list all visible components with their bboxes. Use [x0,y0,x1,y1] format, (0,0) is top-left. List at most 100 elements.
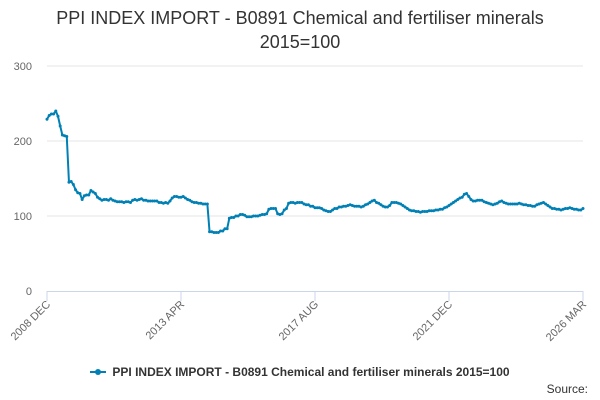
data-point[interactable] [208,230,212,234]
data-point[interactable] [197,201,201,205]
data-point[interactable] [58,124,62,128]
data-point[interactable] [440,207,444,211]
data-point[interactable] [326,210,330,213]
data-point[interactable] [89,189,93,192]
data-point[interactable] [410,209,414,213]
data-point[interactable] [47,114,51,117]
data-point[interactable] [251,214,255,218]
data-point[interactable] [320,207,324,210]
data-point[interactable] [480,198,484,202]
data-point[interactable] [581,207,585,210]
data-point[interactable] [355,204,359,208]
data-point[interactable] [577,208,581,212]
data-point[interactable] [478,198,482,202]
data-point[interactable] [353,204,357,208]
data-point[interactable] [399,202,403,206]
data-point[interactable] [69,180,73,183]
data-point[interactable] [85,193,89,197]
data-point[interactable] [91,190,95,194]
data-point[interactable] [282,208,286,212]
data-point[interactable] [236,214,240,218]
data-point[interactable] [148,199,152,203]
data-point[interactable] [445,205,449,209]
data-point[interactable] [181,195,185,198]
data-point[interactable] [309,204,313,208]
data-point[interactable] [245,215,249,219]
data-point[interactable] [295,201,299,204]
data-point[interactable] [115,200,119,204]
data-point[interactable] [232,216,236,219]
data-point[interactable] [429,209,433,213]
data-point[interactable] [150,199,154,203]
data-point[interactable] [234,214,238,218]
data-point[interactable] [289,201,293,204]
data-point[interactable] [71,183,75,186]
data-point[interactable] [451,201,455,204]
data-point[interactable] [335,207,339,210]
data-point[interactable] [247,215,251,219]
data-point[interactable] [271,207,275,210]
data-point[interactable] [311,204,315,208]
data-point[interactable] [392,201,396,204]
data-point[interactable] [447,204,451,207]
data-point[interactable] [78,192,82,195]
data-point[interactable] [530,204,534,208]
data-point[interactable] [142,198,146,202]
data-point[interactable] [128,201,132,204]
data-point[interactable] [96,195,100,199]
data-point[interactable] [460,195,464,199]
data-point[interactable] [80,198,84,201]
data-point[interactable] [544,202,548,206]
data-point[interactable] [192,201,196,204]
data-point[interactable] [65,135,69,138]
data-point[interactable] [533,204,537,208]
data-point[interactable] [260,213,264,216]
data-point[interactable] [456,198,460,201]
data-point[interactable] [205,202,209,206]
data-point[interactable] [541,201,545,204]
data-point[interactable] [109,197,113,201]
data-point[interactable] [230,216,234,219]
data-point[interactable] [157,201,161,204]
data-point[interactable] [212,231,216,234]
data-point[interactable] [225,227,229,231]
data-point[interactable] [155,199,159,203]
data-point[interactable] [166,201,170,205]
data-point[interactable] [495,201,499,205]
data-point[interactable] [414,210,418,213]
data-point[interactable] [201,202,205,206]
data-point[interactable] [546,204,550,207]
data-point[interactable] [221,229,225,233]
data-point[interactable] [385,205,389,209]
data-point[interactable] [93,192,97,195]
data-point[interactable] [427,209,431,213]
legend[interactable]: PPI INDEX IMPORT - B0891 Chemical and fe… [0,364,600,379]
data-point[interactable] [372,198,376,202]
data-point[interactable] [368,201,372,204]
data-point[interactable] [454,199,458,203]
data-point[interactable] [465,192,469,195]
data-point[interactable] [331,208,335,212]
data-point[interactable] [434,208,438,212]
data-point[interactable] [304,203,308,207]
data-point[interactable] [342,204,346,208]
data-point[interactable] [107,198,111,202]
data-point[interactable] [56,114,60,118]
data-point[interactable] [254,214,258,218]
data-point[interactable] [117,200,121,204]
data-point[interactable] [572,207,576,211]
data-point[interactable] [401,204,405,207]
data-point[interactable] [98,197,102,201]
data-point[interactable] [467,195,471,198]
data-point[interactable] [219,229,223,233]
data-point[interactable] [315,206,319,210]
data-point[interactable] [313,206,317,210]
data-point[interactable] [377,201,381,205]
data-point[interactable] [87,193,91,197]
data-point[interactable] [379,203,383,207]
data-point[interactable] [203,202,207,206]
data-point[interactable] [214,231,218,234]
data-point[interactable] [526,204,530,207]
data-point[interactable] [238,213,242,216]
data-point[interactable] [183,196,187,200]
